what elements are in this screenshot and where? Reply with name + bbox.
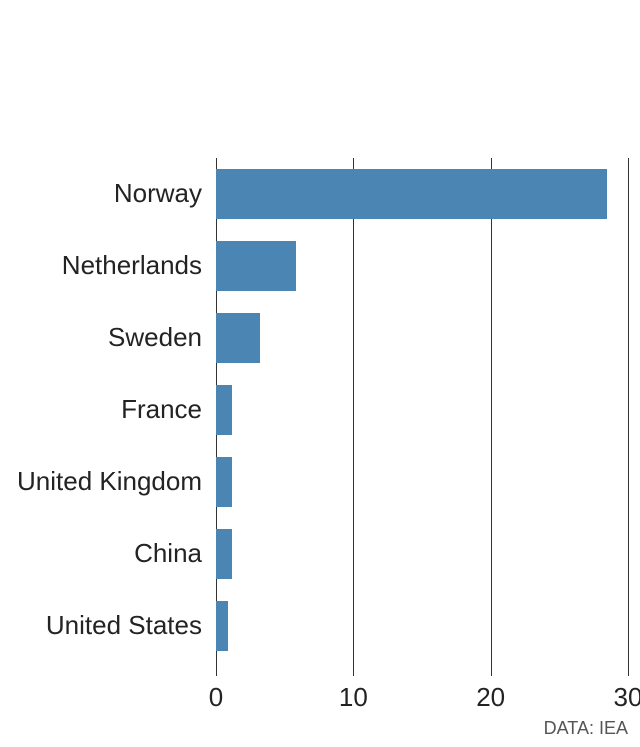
bar xyxy=(216,601,228,651)
bar xyxy=(216,241,296,291)
gridline xyxy=(491,158,492,676)
bar xyxy=(216,313,260,363)
category-label: United States xyxy=(46,610,202,641)
bar xyxy=(216,457,232,507)
category-label: Netherlands xyxy=(62,250,202,281)
data-credit: DATA: IEA xyxy=(544,718,628,739)
gridline xyxy=(353,158,354,676)
plot-area: 0102030NorwayNetherlandsSwedenFranceUnit… xyxy=(216,158,628,676)
x-tick-label: 30 xyxy=(614,682,640,713)
x-tick-label: 10 xyxy=(339,682,368,713)
category-label: Norway xyxy=(114,178,202,209)
category-label: China xyxy=(134,538,202,569)
ev-share-chart: 0 10 20 30 Norway Netherlands Sweden France Unit… xyxy=(0,0,640,747)
bar xyxy=(216,385,232,435)
bar xyxy=(216,169,607,219)
x-tick-label: 20 xyxy=(476,682,505,713)
gridline xyxy=(628,158,629,676)
bar xyxy=(216,529,232,579)
category-label: Sweden xyxy=(108,322,202,353)
category-label: United Kingdom xyxy=(17,466,202,497)
x-tick-label: 0 xyxy=(209,682,223,713)
category-label: France xyxy=(121,394,202,425)
